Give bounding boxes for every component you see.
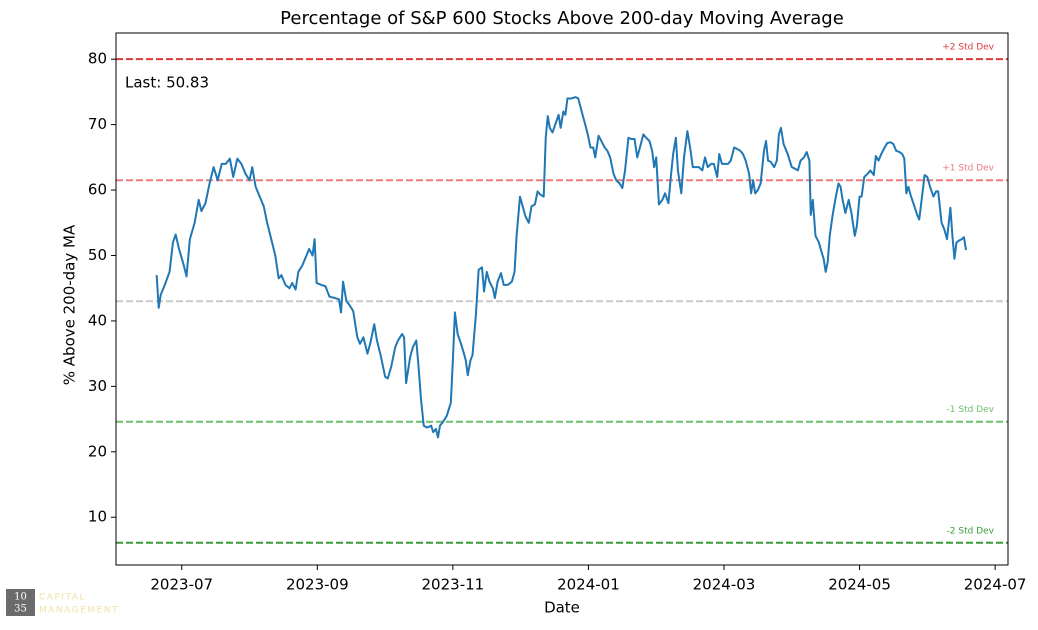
x-axis-label: Date xyxy=(544,599,580,617)
x-tick-label: 2024-05 xyxy=(828,576,891,594)
y-tick-label: 50 xyxy=(88,246,107,264)
x-tick-label: 2023-07 xyxy=(150,576,213,594)
logo-bottom: 35 xyxy=(14,604,27,615)
y-tick-label: 80 xyxy=(88,50,107,68)
logo-line1: CAPITAL xyxy=(39,593,86,603)
logo-box xyxy=(6,589,35,616)
y-tick-label: 70 xyxy=(88,115,107,133)
data-line xyxy=(155,96,967,439)
x-tick-label: 2024-03 xyxy=(693,576,756,594)
chart-title: Percentage of S&P 600 Stocks Above 200-d… xyxy=(280,8,844,29)
y-tick-label: 40 xyxy=(88,311,107,329)
y-tick-label: 60 xyxy=(88,181,107,199)
annotation: Last: 50.83 xyxy=(125,74,209,92)
logo-line2: MANAGEMENT xyxy=(39,606,119,616)
reference-label: -2 Std Dev xyxy=(947,526,995,536)
y-axis-label: % Above 200-day MA xyxy=(61,224,79,385)
reference-label: +2 Std Dev xyxy=(942,43,994,53)
x-tick-label: 2023-11 xyxy=(422,576,485,594)
y-tick-label: 30 xyxy=(88,377,107,395)
x-tick-label: 2024-07 xyxy=(964,576,1027,594)
reference-label: +1 Std Dev xyxy=(942,164,994,174)
plot-frame xyxy=(115,32,1009,566)
logo-top: 10 xyxy=(14,592,27,603)
reference-label: -1 Std Dev xyxy=(947,405,995,415)
y-tick-label: 10 xyxy=(88,508,107,526)
logo: 10 35 CAPITAL MANAGEMENT xyxy=(6,589,119,616)
x-tick-label: 2023-09 xyxy=(286,576,349,594)
x-tick-label: 2024-01 xyxy=(557,576,620,594)
y-tick-label: 20 xyxy=(88,442,107,460)
